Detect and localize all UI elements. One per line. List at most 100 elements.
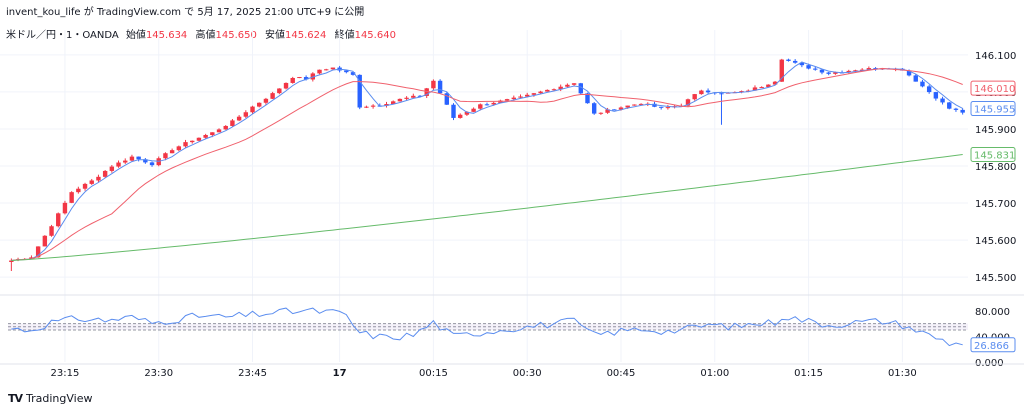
candle-body bbox=[357, 74, 362, 108]
candle-body bbox=[35, 246, 41, 258]
candle-body bbox=[277, 88, 282, 94]
candle-body bbox=[551, 89, 557, 91]
candle-body bbox=[230, 120, 235, 126]
candle-body bbox=[692, 94, 697, 100]
candle-body bbox=[739, 91, 744, 93]
candle-body bbox=[766, 84, 771, 88]
candle-body bbox=[29, 257, 34, 259]
candle-body bbox=[263, 98, 269, 103]
candle-body bbox=[632, 104, 637, 106]
candle-body bbox=[926, 86, 932, 93]
candle-body bbox=[344, 70, 349, 73]
candle-body bbox=[685, 99, 691, 106]
candle-body bbox=[257, 102, 262, 107]
candle-body bbox=[511, 97, 516, 100]
candles bbox=[9, 58, 965, 272]
time-tick-label: 00:15 bbox=[419, 368, 448, 379]
candle-body bbox=[471, 108, 476, 112]
candle-body bbox=[658, 106, 664, 108]
price-label-ma-slow: 145.831 bbox=[970, 147, 1016, 163]
candle-body bbox=[920, 81, 925, 87]
candle-body bbox=[123, 160, 128, 163]
candle-body bbox=[458, 114, 463, 118]
candle-body bbox=[913, 75, 918, 82]
candle-body bbox=[397, 98, 403, 102]
time-tick-label: 00:30 bbox=[513, 368, 542, 379]
candle-body bbox=[484, 104, 490, 106]
candle-body bbox=[866, 68, 872, 70]
price-tick-label: 145.500 bbox=[975, 273, 1016, 284]
candle-body bbox=[82, 183, 88, 189]
candle-body bbox=[451, 104, 456, 118]
rsi-band-fill bbox=[8, 323, 968, 330]
candle-body bbox=[176, 146, 182, 151]
tradingview-brand: TradingView bbox=[26, 392, 93, 405]
time-tick-label: 23:15 bbox=[51, 368, 80, 379]
candle-body bbox=[478, 104, 483, 109]
candle-body bbox=[779, 59, 784, 82]
candle-body bbox=[859, 69, 865, 71]
candle-body bbox=[591, 103, 597, 114]
time-tick-label: 00:45 bbox=[607, 368, 636, 379]
candle-body bbox=[96, 176, 101, 181]
candle-body bbox=[618, 107, 624, 110]
candle-body bbox=[411, 95, 416, 98]
candle-body bbox=[370, 105, 376, 107]
candle-body bbox=[290, 77, 295, 83]
tradingview-logo-icon: TV bbox=[8, 392, 23, 405]
candle-body bbox=[786, 59, 791, 61]
candle-body bbox=[699, 90, 704, 95]
candle-body bbox=[169, 150, 175, 154]
candle-body bbox=[806, 65, 811, 69]
price-label-text: 146.010 bbox=[974, 84, 1015, 95]
ma-mid-line bbox=[11, 67, 963, 261]
candle-body bbox=[391, 101, 396, 105]
candle-body bbox=[89, 180, 94, 184]
symbol-name: 米ドル／円・1・OANDA bbox=[6, 30, 119, 41]
candle-body bbox=[491, 102, 496, 105]
candle-body bbox=[873, 68, 878, 70]
candle-body bbox=[56, 213, 61, 227]
candle-body bbox=[772, 81, 778, 85]
candle-body bbox=[933, 92, 939, 99]
publish-attribution: invent_kou_life が TradingView.com で 5月 1… bbox=[6, 7, 365, 18]
candle-body bbox=[404, 97, 409, 99]
candle-body bbox=[203, 135, 208, 138]
candle-body bbox=[464, 111, 470, 115]
candle-body bbox=[431, 80, 436, 89]
candle-body bbox=[297, 77, 302, 79]
candle-body bbox=[223, 125, 228, 130]
candle-body bbox=[136, 156, 141, 160]
candle-body bbox=[752, 87, 758, 91]
rsi-line bbox=[11, 307, 963, 347]
candle-body bbox=[163, 153, 168, 159]
candle-body bbox=[129, 156, 135, 161]
candle-body bbox=[69, 192, 74, 203]
time-tick-label: 01:15 bbox=[794, 368, 823, 379]
candle-body bbox=[76, 188, 81, 193]
open-value: 145.634 bbox=[145, 30, 188, 41]
time-tick-label: 01:00 bbox=[700, 368, 729, 379]
candle-body bbox=[384, 104, 389, 106]
candle-body bbox=[196, 137, 202, 141]
time-tick-label: 23:30 bbox=[144, 368, 173, 379]
rsi-last-value-text: 26.866 bbox=[974, 341, 1009, 352]
candle-body bbox=[906, 70, 912, 76]
candle-body bbox=[283, 82, 289, 89]
candle-body bbox=[243, 112, 249, 117]
high-label: 高値 bbox=[195, 30, 216, 41]
candle-body bbox=[538, 91, 543, 94]
candle-body bbox=[9, 260, 14, 263]
candle-body bbox=[149, 162, 155, 166]
candle-body bbox=[625, 105, 630, 108]
candle-body bbox=[437, 80, 443, 94]
time-tick-label: 23:45 bbox=[238, 368, 267, 379]
candle-body bbox=[109, 166, 115, 171]
low-label: 安値 bbox=[265, 30, 286, 41]
candle-body bbox=[705, 90, 711, 93]
candle-body bbox=[578, 83, 583, 94]
candle-body bbox=[598, 112, 604, 114]
candle-body bbox=[665, 107, 671, 109]
candle-body bbox=[303, 77, 309, 80]
